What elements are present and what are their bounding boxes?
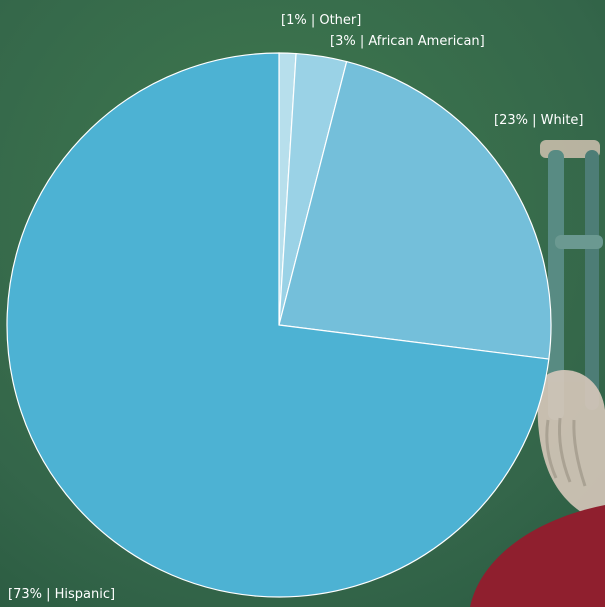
pie-label-african-american: [3% | African American] [330, 34, 485, 49]
pie-slice-white [278, 60, 552, 360]
red-object-decoration [470, 505, 605, 607]
railing-decoration [540, 140, 603, 420]
pie-label-white: [23% | White] [494, 113, 583, 128]
pie-label-other: [1% | Other] [281, 13, 361, 28]
pie-slices [6, 52, 552, 598]
pie-slice-hispanic [6, 52, 550, 598]
pie-label-hispanic: [73% | Hispanic] [8, 587, 115, 602]
hand-decoration [537, 370, 605, 520]
pie-labels: [1% | Other] [3% | African American] [23% … [8, 13, 583, 602]
